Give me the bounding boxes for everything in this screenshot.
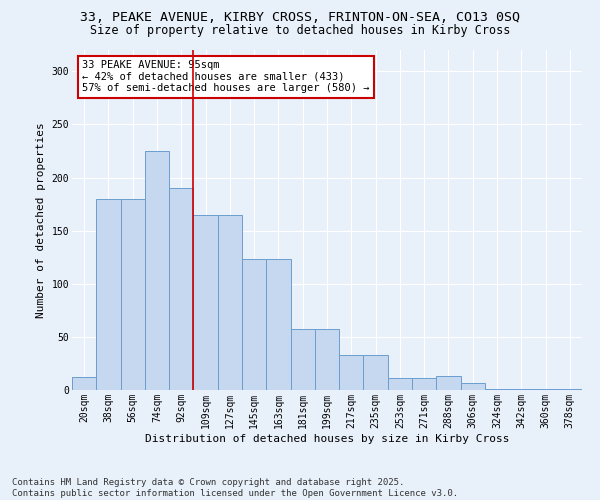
Bar xyxy=(72,378,96,390)
Bar xyxy=(412,378,436,390)
Bar xyxy=(169,188,193,390)
Y-axis label: Number of detached properties: Number of detached properties xyxy=(36,122,46,318)
Bar xyxy=(364,355,388,390)
Text: 33, PEAKE AVENUE, KIRBY CROSS, FRINTON-ON-SEA, CO13 0SQ: 33, PEAKE AVENUE, KIRBY CROSS, FRINTON-O… xyxy=(80,11,520,24)
Bar xyxy=(436,376,461,390)
X-axis label: Distribution of detached houses by size in Kirby Cross: Distribution of detached houses by size … xyxy=(145,434,509,444)
Bar xyxy=(266,260,290,390)
Bar xyxy=(121,198,145,390)
Bar xyxy=(388,378,412,390)
Bar xyxy=(461,382,485,390)
Text: 33 PEAKE AVENUE: 95sqm
← 42% of detached houses are smaller (433)
57% of semi-de: 33 PEAKE AVENUE: 95sqm ← 42% of detached… xyxy=(82,60,370,94)
Bar xyxy=(290,330,315,390)
Bar xyxy=(558,389,582,390)
Bar xyxy=(533,389,558,390)
Bar xyxy=(145,151,169,390)
Bar xyxy=(509,389,533,390)
Bar xyxy=(339,355,364,390)
Text: Contains HM Land Registry data © Crown copyright and database right 2025.
Contai: Contains HM Land Registry data © Crown c… xyxy=(12,478,458,498)
Bar xyxy=(193,214,218,390)
Bar xyxy=(96,198,121,390)
Bar xyxy=(485,389,509,390)
Bar xyxy=(218,214,242,390)
Bar xyxy=(242,260,266,390)
Text: Size of property relative to detached houses in Kirby Cross: Size of property relative to detached ho… xyxy=(90,24,510,37)
Bar xyxy=(315,330,339,390)
